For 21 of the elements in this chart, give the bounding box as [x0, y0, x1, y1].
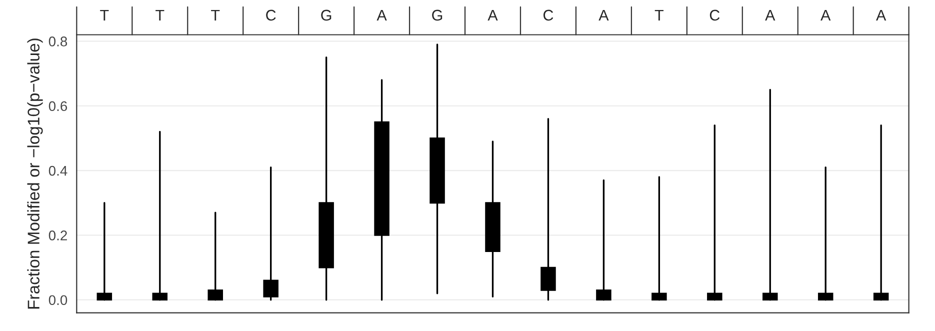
x-tick-label: A	[876, 10, 886, 20]
y-axis-title: Fraction Modified or −log10(p−value)	[27, 38, 43, 309]
x-tick-label: A	[598, 10, 609, 20]
x-tick-label: A	[488, 10, 498, 20]
x-tick-label: T	[211, 10, 220, 20]
x-tick-label: A	[820, 10, 831, 20]
y-tick-label: 0.2	[48, 230, 67, 240]
x-tick-label: T	[156, 10, 164, 20]
x-tick-label: C	[710, 10, 720, 21]
y-tick-label: 0.0	[48, 295, 68, 306]
y-tick-label: 0.6	[48, 101, 68, 112]
y-tick-label: 0.4	[48, 166, 68, 176]
x-tick-label: A	[765, 10, 776, 20]
x-tick-label: T	[100, 10, 109, 20]
x-tick-label: A	[376, 10, 387, 20]
x-tick-label: C	[266, 10, 276, 21]
x-tick-label: T	[654, 10, 664, 20]
x-tick-label: G	[432, 10, 442, 21]
x-tick-label: C	[543, 10, 554, 21]
y-tick-label: 0.8	[48, 36, 68, 46]
x-tick-label: G	[321, 10, 332, 21]
